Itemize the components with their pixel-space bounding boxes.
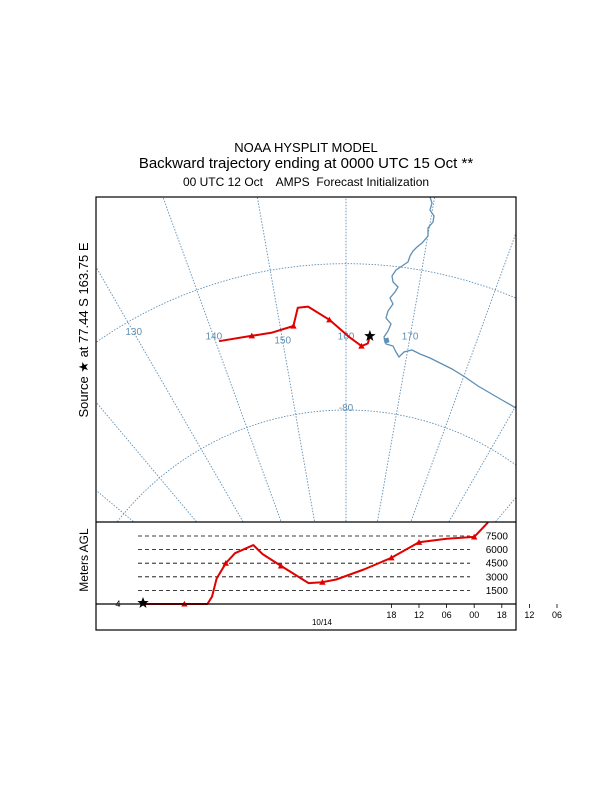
height-layer: 1500 3000 4500 6000 7500 [137,522,508,608]
meridian-label: 150 [274,336,291,347]
source-label: Source ★ at 77.44 S 163.75 E [76,242,91,417]
model-title: NOAA HYSPLIT MODEL [234,140,378,155]
ross-island-outline [383,337,390,344]
height-axis-label: Meters AGL [77,528,91,592]
meridian-line [494,496,516,522]
meridian-line [96,266,244,522]
height-marker [415,539,423,545]
height-tick-label: 6000 [486,545,509,556]
height-source-star-icon [137,597,149,608]
meridian-line [162,197,282,522]
height-tick-label: 3000 [486,572,509,583]
time-tick-label: 00 [469,610,479,620]
meridian-line [346,256,612,700]
trajectory-marker [358,342,365,349]
trajectory-line [218,305,371,348]
time-tick-label: 06 [552,610,562,620]
trajectory-marker [248,332,256,339]
meridian-line [376,197,436,522]
meridian-label: 170 [402,331,419,342]
parallel-label: -80 [339,403,354,414]
coastline [383,197,516,409]
date-label: 10/14 [312,618,333,627]
meridian-label: 120 [31,329,48,340]
time-tick-label: 18 [386,610,396,620]
meridian-line [256,197,316,522]
frame-overlay: Source ★ at 77.44 S 163.75 E Meters AGL … [76,196,562,631]
time-tick-label: 12 [524,610,534,620]
height-marker [388,554,395,561]
meridian-label: 130 [125,327,142,338]
latitude-circle [116,409,516,522]
trajectory-marker [290,322,297,329]
height-marker [277,562,285,569]
initialization-subtitle: 00 UTC 12 Oct AMPS Forecast Initializati… [182,175,430,189]
height-tick-label: 7500 [486,532,509,543]
meridian-label: 160 [338,332,355,343]
height-tick-label: 1500 [486,586,509,597]
latitude-circle [0,116,612,701]
meridian-line [0,396,346,700]
height-marker [471,533,478,540]
meridian-label: 140 [205,331,222,342]
map-layer: 110120130140150160170-80 [0,0,612,701]
time-tick-label: 18 [497,610,507,620]
source-star-icon [364,330,376,341]
trajectory-marker [326,316,333,323]
meridian-line [448,404,516,522]
plot-frame [95,196,517,631]
meridian-line [410,231,516,522]
height-marker [222,560,229,566]
meridian-line [96,401,198,522]
time-tick-label: 12 [414,610,424,620]
time-tick-label: 06 [442,610,452,620]
height-marker [319,579,326,585]
latitude-circle [96,263,516,343]
trajectory-title: Backward trajectory ending at 0000 UTC 1… [138,155,474,172]
height-tick-label: 4500 [486,559,509,570]
meridian-line [346,396,612,700]
latitude-circle [0,0,612,700]
start-marker-label: 4 [115,599,120,609]
